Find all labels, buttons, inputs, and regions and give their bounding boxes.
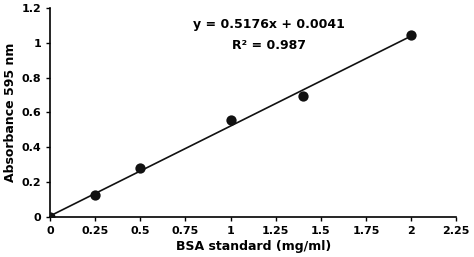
Point (227, 118, 234, 122)
Point (91, 193, 99, 197)
Y-axis label: Absorbance 595 nm: Absorbance 595 nm (4, 43, 17, 182)
Point (299, 94, 307, 98)
Point (46, 215, 54, 219)
Point (137, 166, 144, 170)
Point (407, 33, 415, 37)
Text: y = 0.5176x + 0.0041: y = 0.5176x + 0.0041 (193, 18, 345, 31)
X-axis label: BSA standard (mg/ml): BSA standard (mg/ml) (175, 240, 331, 253)
Text: R² = 0.987: R² = 0.987 (232, 39, 306, 52)
